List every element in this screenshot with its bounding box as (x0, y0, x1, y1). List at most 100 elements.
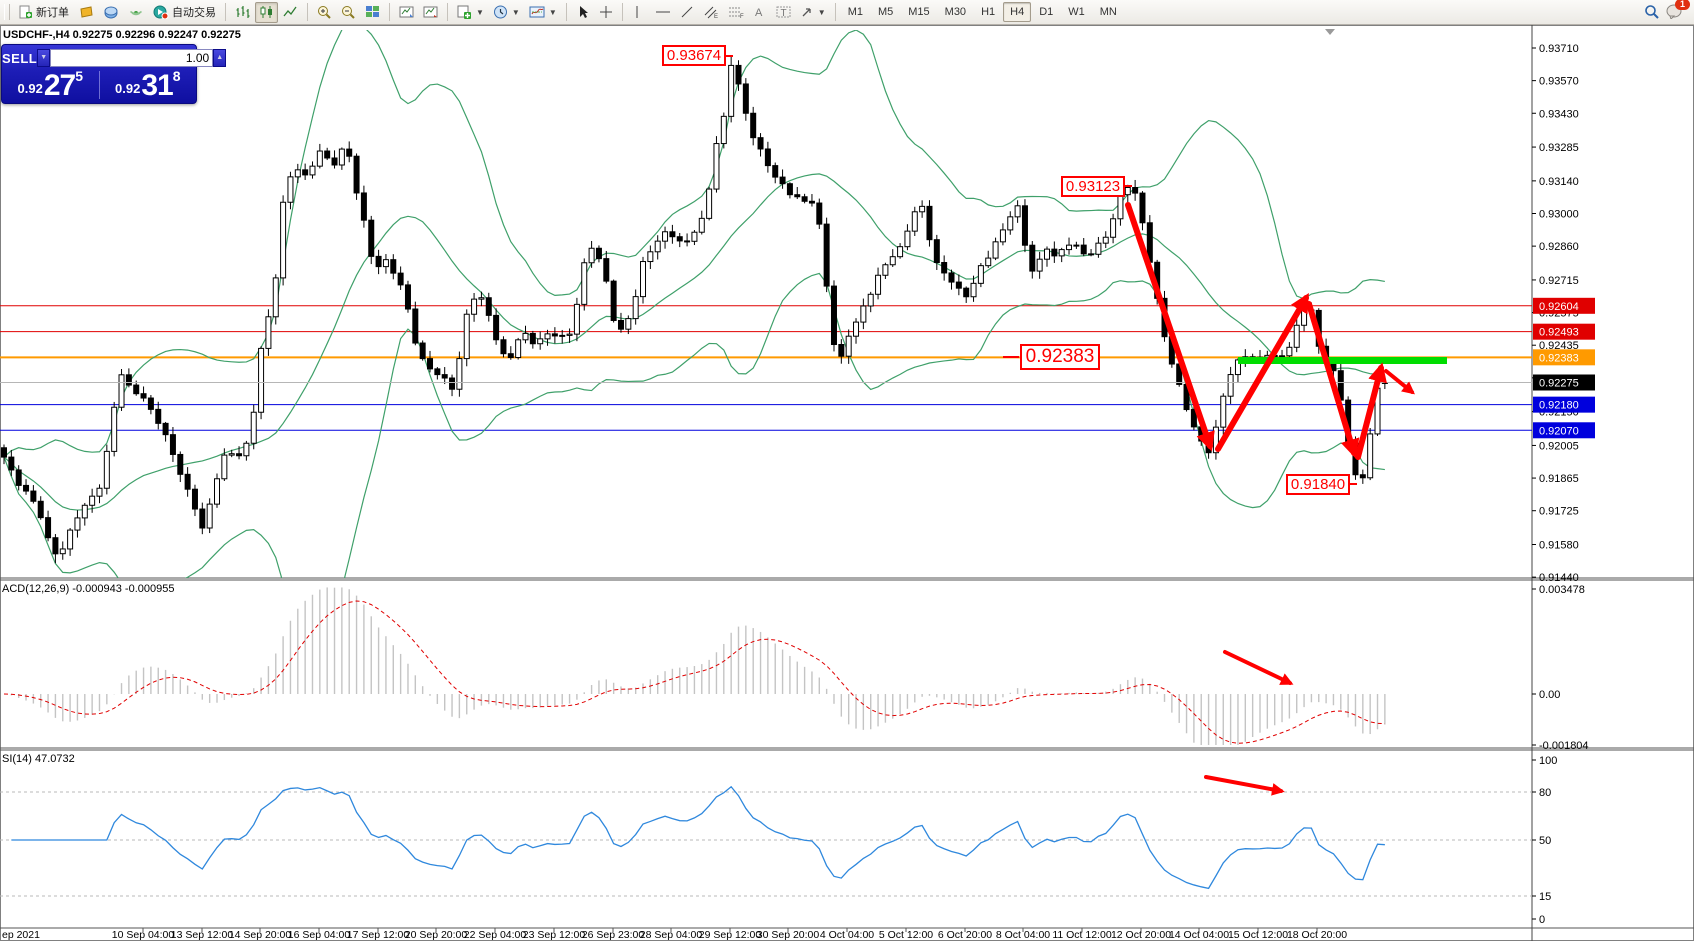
trend-arrow[interactable] (1384, 369, 1415, 395)
signals-icon (130, 10, 142, 16)
buy-price[interactable]: 0.92 31 8 (100, 69, 197, 101)
new-order-icon (19, 5, 32, 19)
price-axis-tick: 0.91580 (1539, 540, 1579, 552)
volume-increase-button[interactable]: ▲ (213, 49, 227, 67)
text-tool[interactable]: A (749, 2, 771, 23)
price-badge-0.9218 (1533, 396, 1595, 413)
price-badge-0.92604 (1533, 297, 1595, 314)
buy-button[interactable]: BUY (226, 50, 256, 66)
candlestick-chart-button[interactable] (255, 1, 278, 23)
volume-decrease-button[interactable]: ▼ (37, 49, 51, 67)
bollinger-middle-band (3, 173, 1385, 511)
svg-text:0.92275: 0.92275 (1539, 377, 1579, 389)
trend-arrow[interactable] (1355, 362, 1387, 460)
auto-trading-button[interactable]: 自动交易 (149, 2, 220, 23)
trendline-tool[interactable] (676, 2, 698, 23)
chart-canvas[interactable]: 0.93710 0.93570 0.93430 0.93285 0.93140 0.930… (0, 25, 1694, 941)
template-icon (529, 6, 545, 18)
template-button[interactable]: ▼ (525, 2, 561, 23)
rsi-label: SI(14) 47.0732 (2, 753, 75, 765)
date-axis-label: 14 Oct 04:00 (1169, 929, 1229, 941)
bar-chart-icon (236, 6, 250, 18)
step-forward-button[interactable] (419, 2, 442, 23)
zoom-in-button[interactable] (313, 2, 336, 23)
timeframe-W1[interactable]: W1 (1061, 2, 1092, 22)
annotation-low-0.91840[interactable]: 0.91840 (1286, 474, 1350, 495)
sell-price-prefix: 0.92 (17, 81, 43, 96)
date-axis-label: 8 Oct 04:00 (996, 929, 1050, 941)
toolbar-separator (447, 3, 448, 21)
timeframe-D1[interactable]: D1 (1032, 2, 1060, 22)
svg-text:0.92493: 0.92493 (1539, 327, 1579, 339)
new-chart-icon (457, 5, 471, 19)
metaeditor-button[interactable] (74, 2, 98, 23)
arrows-tool[interactable]: ▼ (796, 2, 830, 23)
trend-arrow[interactable] (1306, 301, 1360, 459)
timeframe-M1[interactable]: M1 (841, 2, 870, 22)
new-order-button[interactable]: 新订单 (14, 2, 73, 23)
support-zone-bar[interactable] (1238, 357, 1447, 364)
market-icon (104, 6, 118, 19)
arrange-windows-button[interactable] (395, 2, 418, 23)
horizontal-line-tool[interactable] (651, 2, 675, 23)
svg-text:E: E (714, 14, 718, 19)
svg-text:0.92180: 0.92180 (1539, 400, 1579, 412)
dropdown-arrow-icon: ▼ (511, 7, 520, 17)
price-axis-tick: 0.92005 (1539, 440, 1579, 452)
date-axis-label: 17 Sep 12:00 (347, 929, 410, 941)
timeframe-H4[interactable]: H4 (1003, 2, 1032, 22)
zoom-out-button[interactable] (337, 2, 360, 23)
timeframe-MN[interactable]: MN (1093, 2, 1124, 22)
channel-tool[interactable]: E (699, 2, 723, 23)
toolbar-separator (621, 3, 623, 21)
chart-shift-marker[interactable] (1325, 29, 1335, 35)
timeframe-H1[interactable]: H1 (974, 2, 1002, 22)
text-label-tool[interactable]: T (772, 2, 795, 23)
metaeditor-icon (80, 6, 93, 18)
fibonacci-tool[interactable]: F (724, 2, 748, 23)
tile-windows-button[interactable] (361, 2, 384, 23)
toolbar: 新订单 自动交易 ▼ ▼ (0, 0, 1694, 25)
sell-price[interactable]: 0.92 27 5 (2, 69, 99, 101)
market-button[interactable] (99, 2, 123, 23)
notifications-button[interactable]: 1 (1666, 0, 1690, 22)
cursor-button[interactable] (572, 2, 594, 23)
volume-input[interactable] (50, 49, 214, 67)
bar-chart-button[interactable] (231, 2, 254, 23)
timeframe-M15[interactable]: M15 (901, 2, 936, 22)
date-axis-label: 6 Oct 20:00 (938, 929, 992, 941)
annotation-level-0.92383[interactable]: 0.92383 (1020, 344, 1100, 370)
annotation-high-0.93674[interactable]: 0.93674 (662, 45, 726, 66)
text-icon: A (755, 7, 763, 19)
auto-trading-icon (153, 5, 169, 19)
sell-button[interactable]: SELL (2, 50, 38, 66)
timeframe-M30[interactable]: M30 (938, 2, 973, 22)
macd-axis-tick: -0.001804 (1539, 740, 1589, 752)
timeframe-M5[interactable]: M5 (871, 2, 900, 22)
price-axis-tick: 0.93430 (1539, 108, 1579, 120)
toolbar-separator (225, 3, 226, 21)
annotation-high-0.93123[interactable]: 0.93123 (1061, 176, 1125, 197)
trend-arrow[interactable] (1125, 202, 1215, 452)
auto-trading-label: 自动交易 (172, 7, 216, 19)
price-axis-tick: 0.91440 (1539, 572, 1579, 584)
search-icon[interactable] (1644, 4, 1660, 20)
svg-text:T: T (780, 8, 786, 19)
vertical-line-tool[interactable] (628, 2, 650, 23)
bollinger-upper-band (3, 30, 1385, 458)
candlestick-chart-icon (260, 6, 272, 18)
signals-button[interactable] (124, 2, 148, 23)
trend-arrow[interactable] (1223, 650, 1294, 685)
trend-arrow[interactable] (1204, 775, 1285, 796)
line-chart-button[interactable] (279, 2, 302, 23)
svg-text:F: F (740, 14, 744, 19)
arrange-windows-icon (399, 6, 414, 18)
toolbar-grip[interactable] (4, 4, 10, 20)
new-chart-button[interactable]: ▼ (453, 2, 488, 23)
crosshair-button[interactable] (595, 2, 617, 23)
buy-price-pip: 8 (172, 68, 181, 84)
price-badge-0.92493 (1533, 323, 1595, 340)
sell-price-big: 27 (43, 69, 76, 102)
period-button[interactable]: ▼ (489, 2, 524, 23)
trend-arrow[interactable] (1215, 293, 1309, 452)
